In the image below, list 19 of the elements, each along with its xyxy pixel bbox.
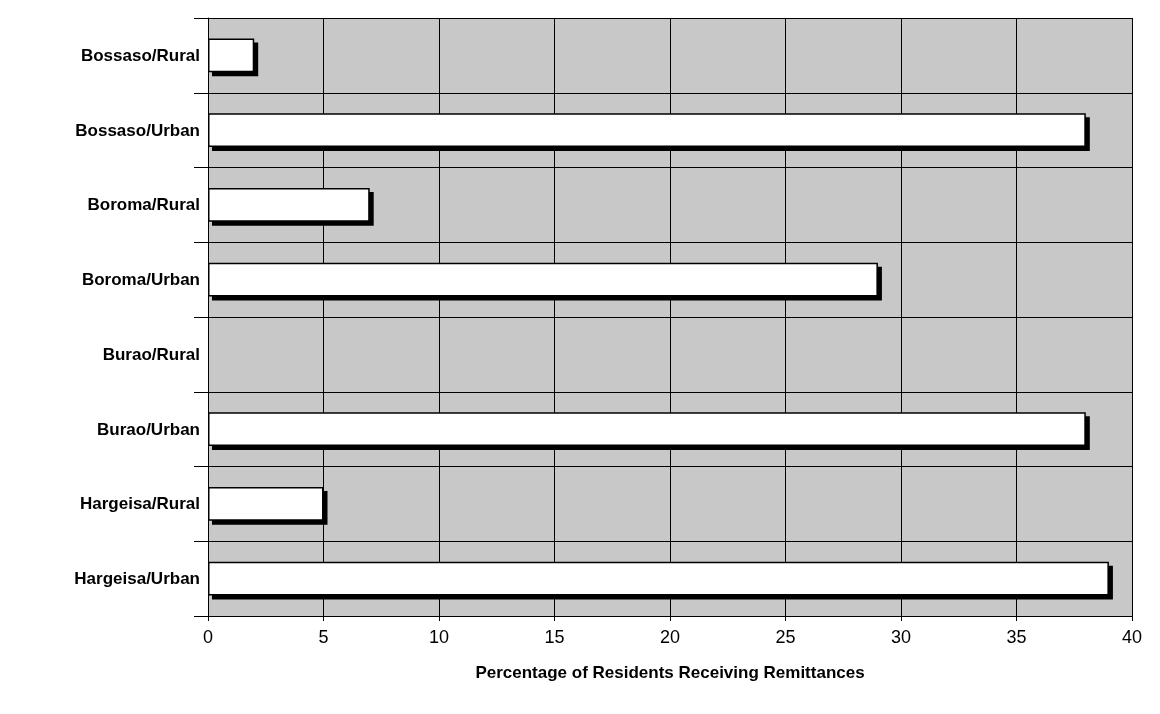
x-tick-label: 0 [202, 627, 214, 647]
y-tick-label: Bossaso/Urban [75, 120, 200, 140]
x-tick-label: 25 [775, 627, 796, 647]
x-tick-label: 30 [890, 627, 912, 647]
y-tick-label: Bossaso/Rural [80, 45, 200, 65]
y-tick-label: Burao/Rural [102, 344, 200, 364]
y-tick-label: Boroma/Rural [87, 195, 200, 215]
x-tick-label: 15 [544, 627, 565, 647]
x-tick-label: 10 [428, 627, 450, 647]
bar [208, 38, 255, 73]
x-tick-label: 40 [1121, 627, 1143, 647]
x-axis-title: Percentage of Residents Receiving Remittances [475, 663, 865, 682]
x-tick-label: 5 [318, 627, 329, 647]
y-tick-label: Burao/Urban [97, 419, 200, 439]
y-tick-label: Hargeisa/Rural [80, 494, 200, 514]
y-tick-label: Boroma/Urban [81, 270, 200, 290]
y-tick-label: Hargeisa/Urban [74, 569, 200, 589]
x-tick-label: 20 [659, 627, 681, 647]
x-tick-label: 35 [1006, 627, 1027, 647]
